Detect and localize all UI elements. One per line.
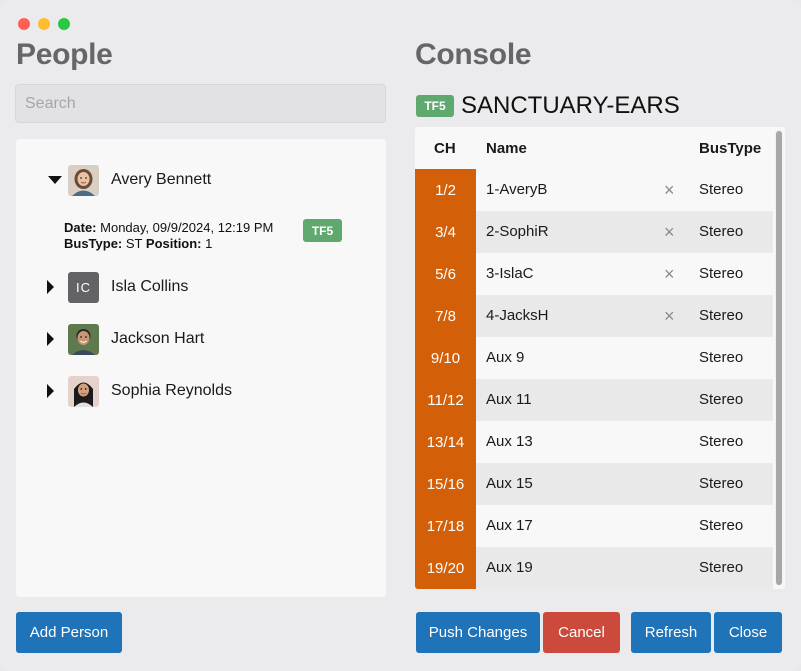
table-row[interactable]: 15/16 Aux 15 Stereo: [415, 463, 773, 505]
cancel-button[interactable]: Cancel: [543, 612, 620, 653]
remove-icon[interactable]: ×: [664, 306, 675, 326]
channel-cell: 17/18: [415, 505, 476, 547]
expand-triangle-icon[interactable]: [47, 384, 54, 398]
position-value: 1: [205, 236, 213, 251]
name-cell: Aux 11: [486, 391, 532, 408]
remove-icon[interactable]: ×: [664, 180, 675, 200]
person-details: Date: Monday, 09/9/2024, 12:19 PM BusTyp…: [64, 220, 273, 252]
search-input[interactable]: [15, 84, 386, 123]
add-person-button[interactable]: Add Person: [16, 612, 122, 653]
channel-cell: 1/2: [415, 169, 476, 211]
expand-triangle-icon[interactable]: [47, 280, 54, 294]
avatar-avery-bennett: [68, 164, 99, 196]
date-label: Date:: [64, 220, 97, 235]
person-name: Sophia Reynolds: [111, 382, 232, 399]
refresh-button[interactable]: Refresh: [631, 612, 711, 653]
date-value: Monday, 09/9/2024, 12:19 PM: [100, 220, 274, 235]
name-cell: Aux 9: [486, 349, 525, 366]
zoom-window-icon[interactable]: [58, 18, 70, 30]
console-name: SANCTUARY-EARS: [461, 92, 680, 119]
bustype-value: ST: [125, 236, 143, 251]
people-title: People: [16, 38, 113, 71]
bustype-cell: Stereo: [699, 517, 744, 534]
bustype-cell: Stereo: [699, 181, 744, 198]
table-row[interactable]: 9/10 Aux 9 Stereo: [415, 337, 773, 379]
console-badge: TF5: [303, 219, 342, 242]
collapse-triangle-icon[interactable]: [48, 176, 62, 184]
table-row[interactable]: 3/4 2-SophiR × Stereo: [415, 211, 773, 253]
name-cell: Aux 15: [486, 475, 533, 492]
name-cell: Aux 13: [486, 433, 533, 450]
column-header-bustype: BusType: [699, 140, 762, 157]
channel-cell: 13/14: [415, 421, 476, 463]
channel-cell: 11/12: [415, 379, 476, 421]
bustype-label: BusType:: [64, 236, 123, 251]
channel-cell: 19/20: [415, 547, 476, 589]
name-cell: 2-SophiR: [486, 223, 549, 240]
bustype-cell: Stereo: [699, 475, 744, 492]
close-button[interactable]: Close: [714, 612, 782, 653]
window-controls: [18, 18, 70, 30]
bustype-cell: Stereo: [699, 433, 744, 450]
table-header: CH Name BusType: [415, 127, 773, 169]
console-model-badge: TF5: [416, 95, 454, 117]
person-name: Jackson Hart: [111, 330, 205, 347]
table-row[interactable]: 13/14 Aux 13 Stereo: [415, 421, 773, 463]
scrollbar-thumb[interactable]: [776, 131, 782, 585]
table-row[interactable]: 19/20 Aux 19 Stereo: [415, 547, 773, 589]
avatar-sophia-reynolds: [68, 375, 99, 407]
remove-icon[interactable]: ×: [664, 264, 675, 284]
console-header: TF5 SANCTUARY-EARS: [416, 92, 680, 120]
channel-cell: 7/8: [415, 295, 476, 337]
channel-cell: 5/6: [415, 253, 476, 295]
channel-cell: 15/16: [415, 463, 476, 505]
bustype-cell: Stereo: [699, 265, 744, 282]
bustype-cell: Stereo: [699, 223, 744, 240]
person-row-jackson-hart[interactable]: Jackson Hart: [16, 319, 386, 359]
avatar-isla-collins: IC: [68, 271, 99, 303]
table-row[interactable]: 11/12 Aux 11 Stereo: [415, 379, 773, 421]
person-name: Isla Collins: [111, 278, 189, 295]
table-row[interactable]: 7/8 4-JacksH × Stereo: [415, 295, 773, 337]
expand-triangle-icon[interactable]: [47, 332, 54, 346]
bustype-cell: Stereo: [699, 391, 744, 408]
table-row[interactable]: 5/6 3-IslaC × Stereo: [415, 253, 773, 295]
table-scrollbar[interactable]: [775, 129, 783, 586]
person-name: Avery Bennett: [111, 171, 212, 188]
person-row-avery-bennett[interactable]: Avery Bennett: [16, 160, 386, 200]
column-header-name: Name: [486, 140, 527, 157]
name-cell: 4-JacksH: [486, 307, 549, 324]
bustype-cell: Stereo: [699, 559, 744, 576]
close-window-icon[interactable]: [18, 18, 30, 30]
avatar-jackson-hart: [68, 323, 99, 355]
channel-cell: 3/4: [415, 211, 476, 253]
bustype-cell: Stereo: [699, 307, 744, 324]
bustype-cell: Stereo: [699, 349, 744, 366]
remove-icon[interactable]: ×: [664, 222, 675, 242]
position-label: Position:: [145, 236, 202, 251]
name-cell: Aux 19: [486, 559, 533, 576]
table-row[interactable]: 17/18 Aux 17 Stereo: [415, 505, 773, 547]
people-list: Avery Bennett Date: Monday, 09/9/2024, 1…: [16, 139, 386, 597]
person-row-sophia-reynolds[interactable]: Sophia Reynolds: [16, 371, 386, 411]
console-title: Console: [415, 38, 532, 71]
channel-table: CH Name BusType 1/2 1-AveryB × Stereo 3/…: [415, 127, 785, 589]
name-cell: Aux 17: [486, 517, 533, 534]
channel-cell: 9/10: [415, 337, 476, 379]
name-cell: 3-IslaC: [486, 265, 534, 282]
column-header-ch: CH: [434, 140, 456, 157]
minimize-window-icon[interactable]: [38, 18, 50, 30]
push-changes-button[interactable]: Push Changes: [416, 612, 540, 653]
name-cell: 1-AveryB: [486, 181, 548, 198]
table-row[interactable]: 1/2 1-AveryB × Stereo: [415, 169, 773, 211]
person-row-isla-collins[interactable]: IC Isla Collins: [16, 267, 386, 307]
